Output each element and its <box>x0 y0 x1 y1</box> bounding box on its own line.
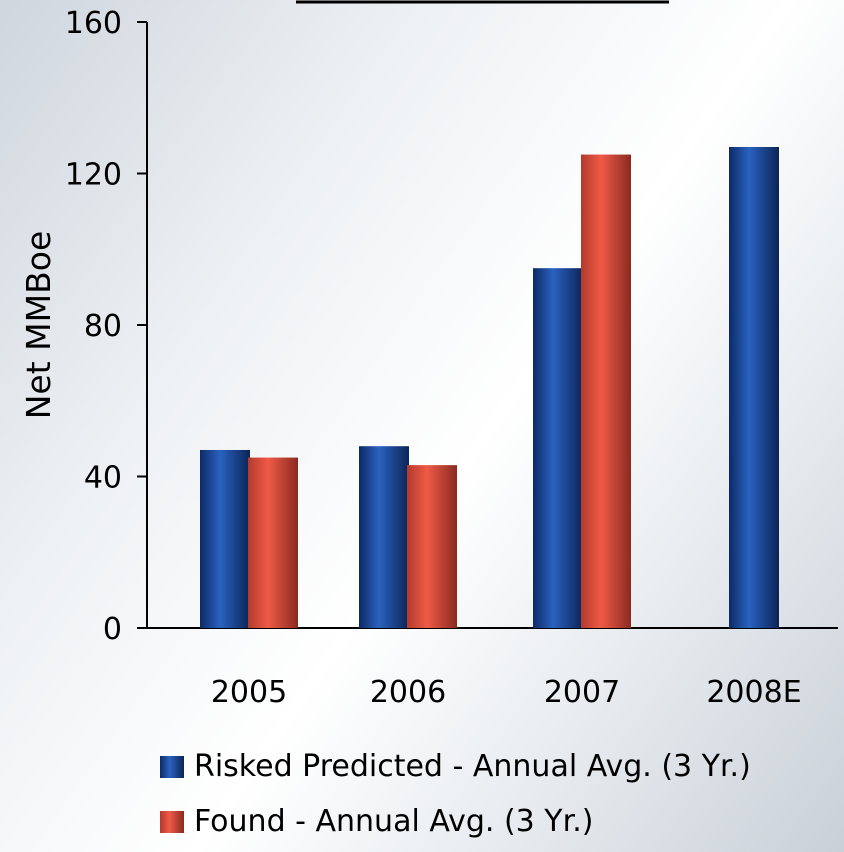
bar-found-2005 <box>248 457 298 628</box>
y-tick-label: 160 <box>65 6 122 41</box>
bars <box>200 146 779 629</box>
legend-label-found: Found - Annual Avg. (3 Yr.) <box>194 804 593 839</box>
legend: Risked Predicted - Annual Avg. (3 Yr.) Fo… <box>160 749 751 839</box>
y-axis-title: Net MMBoe <box>19 231 58 420</box>
y-tick-labels: 0 40 80 120 160 <box>65 6 122 647</box>
y-tick-label: 40 <box>84 461 122 496</box>
y-tick-label: 80 <box>84 309 122 344</box>
y-tick-marks <box>137 21 147 629</box>
y-tick-label: 120 <box>65 158 122 193</box>
bar-risked-predicted-2006 <box>359 446 409 628</box>
y-tick-label: 0 <box>103 612 122 647</box>
bar-risked-predicted-2005 <box>200 449 250 628</box>
legend-swatch-found <box>160 811 184 833</box>
legend-swatch-risked-predicted <box>160 756 184 778</box>
legend-label-risked-predicted: Risked Predicted - Annual Avg. (3 Yr.) <box>194 749 751 784</box>
bar-found-2006 <box>407 465 457 628</box>
x-tick-label: 2005 <box>211 675 287 710</box>
bar-found-2007 <box>581 154 631 628</box>
x-tick-label: 2008E <box>706 675 801 710</box>
bar-risked-predicted-2007 <box>533 268 583 628</box>
bar-risked-predicted-2008e <box>729 146 779 629</box>
x-tick-label: 2007 <box>544 675 620 710</box>
x-tick-label: 2006 <box>370 675 446 710</box>
x-tick-labels: 2005 2006 2007 2008E <box>211 675 802 710</box>
